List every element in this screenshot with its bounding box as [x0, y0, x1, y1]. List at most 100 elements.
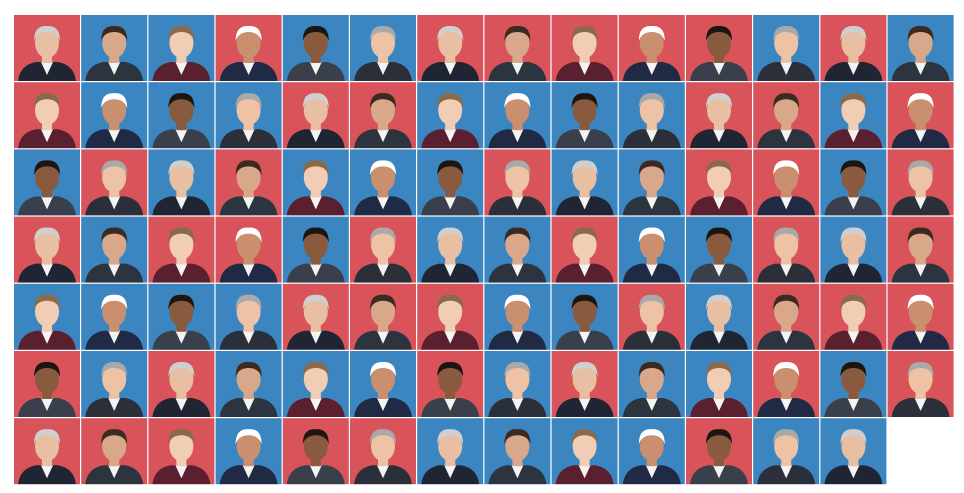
- hair: [302, 227, 329, 243]
- portrait-tile: [14, 15, 80, 81]
- shirt: [847, 398, 860, 411]
- portrait: [354, 361, 412, 417]
- hair: [370, 25, 396, 41]
- face: [505, 162, 530, 193]
- shirt: [444, 398, 457, 411]
- hair: [370, 93, 396, 109]
- portrait-tile: [282, 82, 349, 149]
- face: [505, 431, 530, 462]
- hair: [101, 294, 128, 310]
- portrait-tile: [753, 216, 820, 283]
- shirt: [511, 62, 524, 75]
- portrait-tile: [686, 15, 752, 81]
- portrait: [690, 294, 748, 350]
- hair: [571, 294, 598, 310]
- shirt: [914, 330, 927, 344]
- face: [774, 229, 799, 260]
- portrait-tile: [350, 418, 416, 485]
- portrait-tile: [484, 149, 551, 216]
- portrait-tile: [551, 351, 618, 417]
- portrait: [690, 361, 748, 417]
- shirt: [242, 398, 255, 411]
- hair: [34, 361, 60, 377]
- face: [35, 95, 59, 126]
- hair: [504, 361, 531, 377]
- shirt: [780, 263, 793, 277]
- portrait: [555, 361, 614, 417]
- portrait-tile: [350, 283, 416, 350]
- portrait-tile: [148, 418, 215, 485]
- hair: [907, 361, 934, 377]
- portrait-tile: [81, 351, 148, 417]
- shirt: [175, 398, 188, 411]
- hair: [101, 93, 128, 109]
- portrait-tile: [820, 418, 887, 485]
- face: [572, 431, 597, 462]
- hair: [638, 294, 665, 310]
- shirt: [645, 398, 658, 411]
- portrait: [18, 429, 76, 485]
- portrait-tile: [282, 216, 349, 283]
- face: [169, 431, 194, 462]
- hair: [504, 429, 531, 445]
- portrait-tile: [820, 15, 887, 81]
- portrait-tile: [820, 216, 887, 283]
- portrait-tile: [753, 15, 820, 81]
- portrait-tile: [484, 418, 551, 485]
- portrait: [286, 361, 345, 417]
- face: [707, 364, 731, 394]
- shirt: [444, 62, 457, 75]
- portrait: [757, 25, 816, 81]
- portrait: [757, 227, 816, 283]
- face: [774, 364, 799, 394]
- face: [303, 431, 328, 462]
- hair: [706, 93, 732, 109]
- portrait-tile: [81, 82, 148, 149]
- portrait-tile: [14, 418, 80, 485]
- portrait-tile: [618, 15, 685, 81]
- face: [169, 95, 194, 126]
- shirt: [309, 263, 322, 277]
- hair: [504, 294, 531, 310]
- shirt: [444, 465, 457, 479]
- portrait-tile: [350, 15, 416, 81]
- shirt: [578, 330, 591, 344]
- face: [169, 28, 194, 58]
- shirt: [377, 465, 389, 479]
- face: [438, 95, 463, 126]
- shirt: [175, 263, 188, 277]
- shirt: [444, 129, 457, 143]
- hair: [34, 294, 60, 310]
- portrait: [891, 294, 950, 350]
- portrait: [152, 429, 211, 485]
- face: [774, 296, 799, 327]
- portrait: [622, 361, 681, 417]
- hair: [840, 227, 867, 243]
- portrait: [757, 429, 816, 485]
- portrait-tile: [148, 351, 215, 417]
- face: [169, 162, 194, 193]
- portrait: [354, 227, 412, 283]
- portrait: [891, 160, 950, 216]
- shirt: [444, 330, 457, 344]
- face: [102, 296, 127, 327]
- shirt: [309, 196, 322, 210]
- shirt: [108, 263, 121, 277]
- shirt: [578, 196, 591, 210]
- shirt: [108, 129, 121, 143]
- hair: [907, 160, 934, 176]
- shirt: [713, 465, 725, 479]
- portrait: [85, 361, 144, 417]
- face: [908, 296, 933, 327]
- hair: [168, 93, 195, 109]
- hair: [773, 361, 800, 377]
- face: [438, 229, 463, 260]
- face: [774, 162, 799, 193]
- hair: [168, 160, 195, 176]
- hair: [34, 93, 60, 109]
- portrait-tile: [484, 15, 551, 81]
- portrait-tile: [215, 283, 282, 350]
- hair: [571, 25, 598, 41]
- portrait-tile: [551, 82, 618, 149]
